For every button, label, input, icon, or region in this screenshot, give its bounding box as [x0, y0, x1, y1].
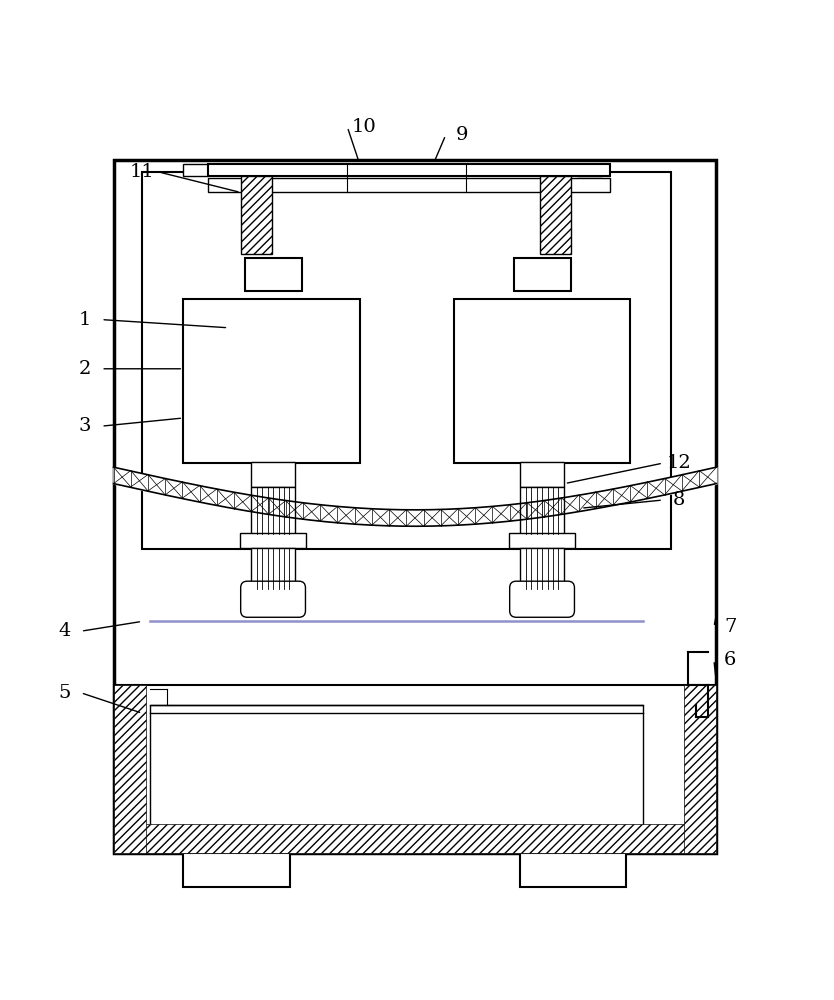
- Text: 3: 3: [78, 417, 91, 435]
- Bar: [251, 487, 294, 534]
- Bar: [208, 178, 610, 192]
- Bar: [684, 685, 716, 853]
- Bar: [113, 685, 146, 853]
- Bar: [540, 176, 571, 254]
- Bar: [251, 462, 294, 487]
- Bar: [251, 548, 294, 589]
- Bar: [241, 176, 272, 254]
- Bar: [240, 533, 306, 548]
- Text: 1: 1: [78, 311, 91, 329]
- Text: 11: 11: [130, 163, 154, 181]
- Bar: [454, 299, 631, 463]
- Text: 9: 9: [456, 126, 469, 144]
- FancyBboxPatch shape: [241, 581, 305, 617]
- Bar: [520, 850, 626, 887]
- Bar: [577, 164, 601, 176]
- Bar: [520, 548, 564, 589]
- Text: 12: 12: [667, 454, 692, 472]
- Bar: [183, 850, 290, 887]
- Bar: [143, 172, 671, 549]
- Bar: [208, 164, 610, 176]
- Text: 4: 4: [58, 622, 71, 640]
- Bar: [150, 705, 642, 832]
- Text: 2: 2: [78, 360, 91, 378]
- Text: 5: 5: [58, 684, 71, 702]
- Bar: [509, 533, 575, 548]
- Bar: [520, 462, 564, 487]
- Bar: [183, 164, 208, 176]
- Bar: [113, 824, 716, 853]
- Text: 10: 10: [351, 118, 376, 136]
- Text: 6: 6: [724, 651, 736, 669]
- Bar: [244, 258, 302, 291]
- FancyBboxPatch shape: [510, 581, 575, 617]
- Bar: [113, 160, 716, 853]
- Bar: [514, 258, 571, 291]
- Bar: [113, 685, 716, 853]
- Bar: [520, 487, 564, 534]
- Text: 8: 8: [673, 491, 686, 509]
- Bar: [183, 299, 359, 463]
- Text: 7: 7: [724, 618, 736, 636]
